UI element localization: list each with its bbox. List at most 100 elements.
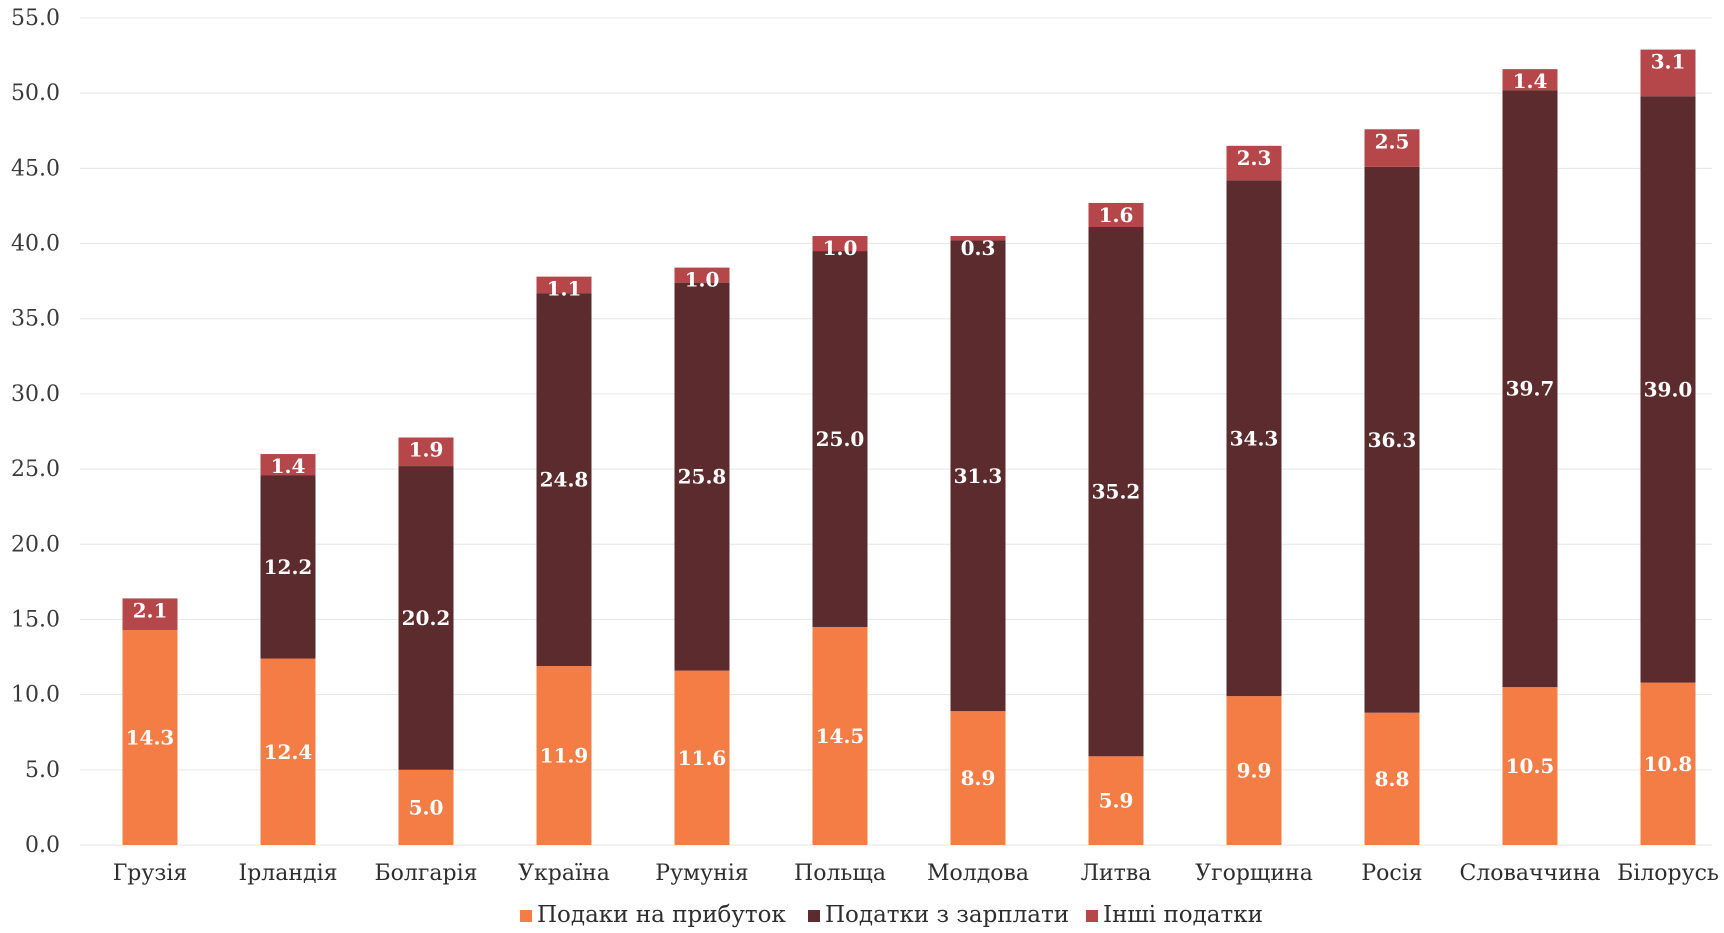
bar-segment xyxy=(260,658,316,845)
legend-label: Інші податки xyxy=(1103,902,1263,928)
bar-segment xyxy=(1502,69,1558,91)
data-label: 1.4 xyxy=(271,454,306,478)
legend-swatch xyxy=(808,910,820,922)
bar-segment xyxy=(122,598,178,630)
bars: 14.3 2.1 12.4 12.2 1.4 5.0 20.2 1.9 11.9 24.8 1.1 1… xyxy=(122,49,1696,845)
bar-segment xyxy=(1364,129,1420,167)
data-label: 1.1 xyxy=(547,277,582,301)
legend-swatch xyxy=(1086,910,1098,922)
bar-segment xyxy=(812,626,868,845)
data-label: 5.9 xyxy=(1099,789,1134,813)
data-label: 39.7 xyxy=(1506,377,1555,401)
bar-segment xyxy=(1226,145,1282,181)
data-label: 12.4 xyxy=(264,740,313,764)
bar-segment xyxy=(398,769,454,845)
y-tick-label: 55.0 xyxy=(11,6,60,31)
legend-label: Подаки на прибуток xyxy=(537,902,786,928)
bar-segment xyxy=(398,437,454,467)
bar-segment xyxy=(536,293,592,667)
x-category-label: Болгарія xyxy=(374,861,477,886)
bar-segment xyxy=(1364,166,1420,713)
y-tick-label: 25.0 xyxy=(11,457,60,482)
data-label: 11.6 xyxy=(678,746,727,770)
data-label: 1.0 xyxy=(823,236,858,260)
data-label: 1.6 xyxy=(1099,203,1134,227)
bar-segment xyxy=(1088,202,1144,228)
bar-segment xyxy=(1088,227,1144,757)
data-label: 36.3 xyxy=(1368,428,1417,452)
data-label: 12.2 xyxy=(264,555,313,579)
data-label: 5.0 xyxy=(409,795,444,819)
data-label: 31.3 xyxy=(954,464,1003,488)
data-label: 2.1 xyxy=(133,598,168,622)
x-category-label: Росія xyxy=(1361,861,1422,886)
bar-segment xyxy=(398,466,454,770)
y-tick-label: 50.0 xyxy=(11,81,60,106)
x-category-label: Україна xyxy=(518,861,610,886)
bar-segment xyxy=(1226,696,1282,845)
data-label: 3.1 xyxy=(1651,50,1686,74)
data-label: 25.8 xyxy=(678,465,727,489)
x-category-label: Литва xyxy=(1081,861,1152,886)
data-label: 8.8 xyxy=(1375,767,1410,791)
data-label: 0.3 xyxy=(961,236,996,260)
y-tick-label: 0.0 xyxy=(25,833,60,858)
y-tick-label: 20.0 xyxy=(11,532,60,557)
y-tick-label: 40.0 xyxy=(11,232,60,257)
data-label: 14.3 xyxy=(126,725,175,749)
x-category-label: Румунія xyxy=(655,861,748,886)
bar-segment xyxy=(1640,49,1696,97)
data-label: 34.3 xyxy=(1230,426,1279,450)
bar-segment xyxy=(812,251,868,627)
data-label: 10.8 xyxy=(1644,752,1693,776)
bar-segment xyxy=(950,711,1006,845)
bar-segment xyxy=(674,670,730,845)
x-axis: Грузія Ірландія Болгарія Україна Румунія Поль… xyxy=(113,861,1719,886)
bar-segment xyxy=(1640,682,1696,845)
bar-segment xyxy=(1502,90,1558,688)
y-tick-label: 15.0 xyxy=(11,607,60,632)
bar-segment xyxy=(536,666,592,845)
y-tick-label: 5.0 xyxy=(25,758,60,783)
data-label: 25.0 xyxy=(816,427,865,451)
legend-swatch xyxy=(520,910,532,922)
data-label: 2.5 xyxy=(1375,129,1410,153)
bar-segment xyxy=(1364,712,1420,845)
bar-segment xyxy=(812,236,868,252)
legend: Подаки на прибуток Податки з зарплати Інші… xyxy=(520,902,1263,928)
bar-segment xyxy=(674,282,730,671)
x-category-label: Польща xyxy=(794,861,886,886)
legend-label: Податки з зарплати xyxy=(825,902,1069,928)
data-label: 39.0 xyxy=(1644,377,1693,401)
bar-segment xyxy=(122,629,178,845)
bar-segment xyxy=(1640,96,1696,683)
x-category-label: Молдова xyxy=(927,861,1029,886)
y-tick-label: 35.0 xyxy=(11,307,60,332)
data-label: 10.5 xyxy=(1506,754,1555,778)
bar-segment xyxy=(260,454,316,476)
data-label: 8.9 xyxy=(961,766,996,790)
data-label: 1.9 xyxy=(409,438,444,462)
y-axis: 0.0 5.0 10.0 15.0 20.0 25.0 30.0 35.0 40.0 45.0 50… xyxy=(11,6,60,858)
gridlines xyxy=(80,17,1712,846)
x-category-label: Білорусь xyxy=(1617,861,1719,886)
bar-segment xyxy=(536,276,592,294)
x-category-label: Грузія xyxy=(113,861,188,886)
bar-segment xyxy=(1226,180,1282,697)
bar-segment xyxy=(1088,756,1144,845)
bar-segment xyxy=(950,236,1006,241)
y-tick-label: 10.0 xyxy=(11,683,60,708)
bar-segment xyxy=(950,240,1006,712)
data-label: 14.5 xyxy=(816,724,865,748)
y-tick-label: 45.0 xyxy=(11,156,60,181)
bar-segment xyxy=(674,267,730,283)
data-label: 11.9 xyxy=(540,744,589,768)
data-label: 1.0 xyxy=(685,268,720,292)
data-label: 1.4 xyxy=(1513,69,1548,93)
bar-segment xyxy=(260,475,316,659)
data-label: 35.2 xyxy=(1092,480,1141,504)
x-category-label: Словаччина xyxy=(1459,861,1600,886)
x-category-label: Ірландія xyxy=(239,861,338,886)
data-label: 2.3 xyxy=(1237,146,1272,170)
